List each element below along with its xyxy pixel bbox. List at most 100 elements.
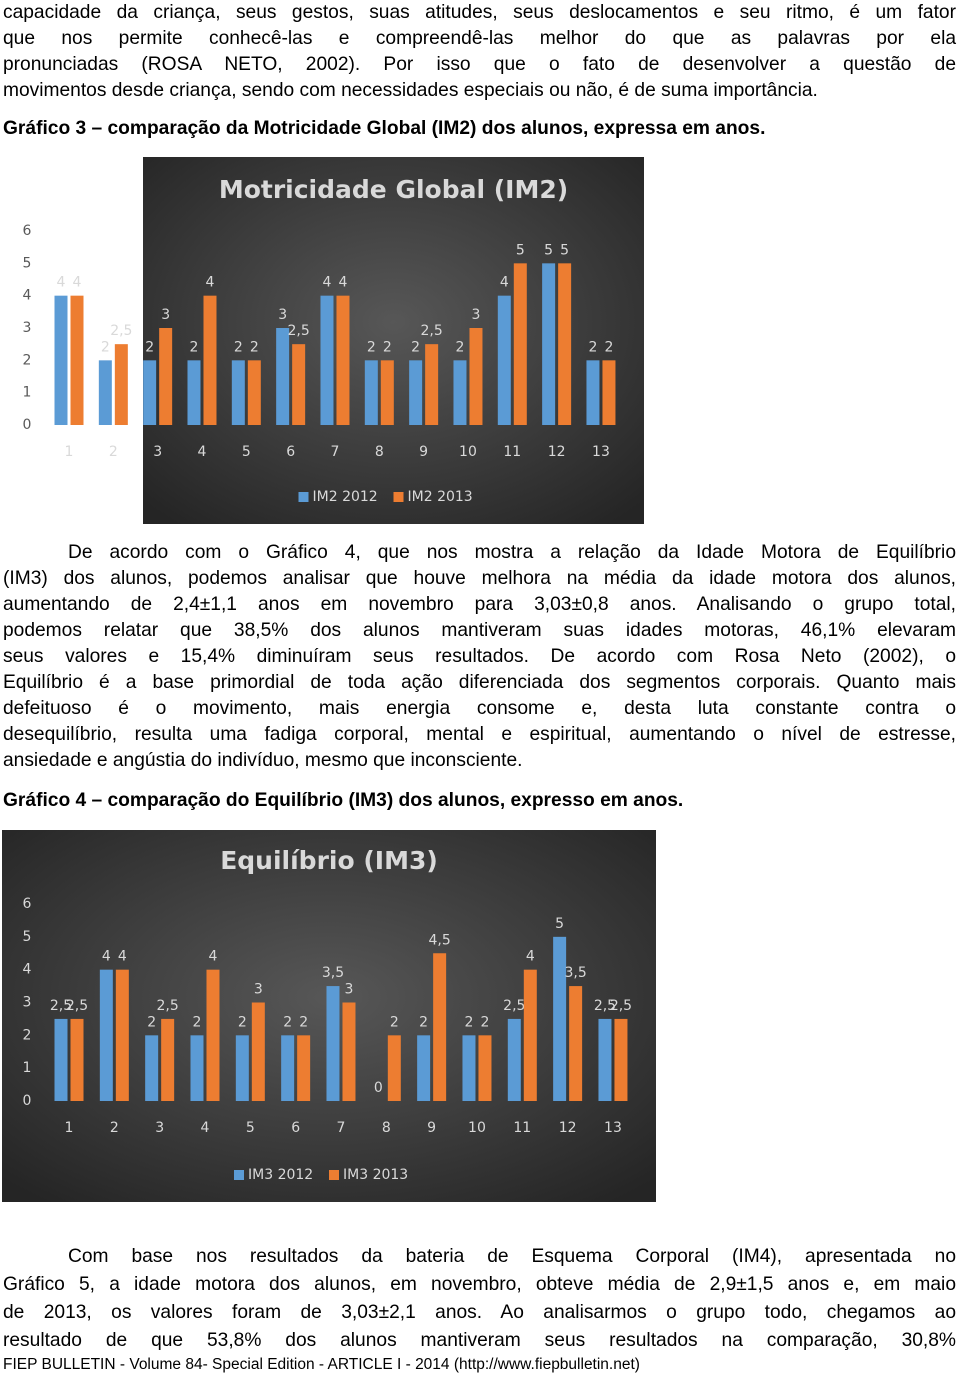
bar xyxy=(161,1018,175,1101)
value-label: 4 xyxy=(57,275,66,291)
text-line: Equilíbrio é a base primordial de toda a… xyxy=(3,672,956,693)
x-tick-label: 1 xyxy=(65,444,74,460)
value-label: 2 xyxy=(145,339,154,355)
caption: Gráfico 3 – comparação da Motricidade Gl… xyxy=(3,118,766,139)
x-tick-label: 5 xyxy=(242,444,251,460)
value-label: 4 xyxy=(73,275,82,291)
text-line: resultado de que 53,8% dos alunos mantiv… xyxy=(3,1330,956,1351)
x-tick-label: 10 xyxy=(459,444,477,460)
text-line: (IM3) dos alunos, podemos analisar que h… xyxy=(3,568,956,589)
bar xyxy=(602,360,616,425)
value-label: 2 xyxy=(383,339,392,355)
x-tick-label: 4 xyxy=(198,444,207,460)
text-line: Gráfico 5, a idade motora dos alunos, em… xyxy=(3,1274,956,1295)
text-line: Com base nos resultados da bateria de Es… xyxy=(68,1246,956,1267)
text-line: seus valores e 15,4% diminuíram seus res… xyxy=(3,646,956,667)
x-tick-label: 13 xyxy=(604,1120,622,1136)
value-label: 2,5 xyxy=(66,998,88,1014)
y-tick-label: 1 xyxy=(23,1060,32,1076)
chart-title: Motricidade Global (IM2) xyxy=(219,175,568,204)
value-label: 4 xyxy=(500,275,509,291)
bar xyxy=(523,969,537,1101)
bar xyxy=(342,1002,356,1101)
bar xyxy=(143,360,157,425)
value-label: 3 xyxy=(278,307,287,323)
bar xyxy=(364,360,378,425)
value-label: 2 xyxy=(234,339,243,355)
bar xyxy=(235,1035,249,1101)
legend-swatch xyxy=(329,1170,339,1180)
bar xyxy=(187,360,201,425)
bar xyxy=(99,969,113,1101)
text-line: de 2013, os valores foram de 3,03±2,1 an… xyxy=(3,1302,956,1323)
x-tick-label: 9 xyxy=(419,444,428,460)
value-label: 2 xyxy=(390,1014,399,1030)
y-tick-label: 0 xyxy=(23,417,32,433)
value-label: 2 xyxy=(481,1014,490,1030)
bar xyxy=(98,360,112,425)
bar xyxy=(425,344,439,425)
y-tick-label: 5 xyxy=(23,929,32,945)
value-label: 2 xyxy=(456,339,465,355)
text-line: pronunciadas (ROSA NETO, 2002). Por isso… xyxy=(3,54,956,75)
value-label: 2,5 xyxy=(110,323,132,339)
value-label: 2 xyxy=(419,1014,428,1030)
y-tick-label: 4 xyxy=(23,288,32,304)
value-label: 2 xyxy=(367,339,376,355)
y-tick-label: 4 xyxy=(23,962,32,978)
value-label: 4 xyxy=(339,275,348,291)
x-tick-label: 9 xyxy=(427,1120,436,1136)
footer: FIEP BULLETIN - Volume 84- Special Editi… xyxy=(3,1356,640,1373)
bar xyxy=(542,263,556,425)
paragraph: Com base nos resultados da bateria de Es… xyxy=(3,1243,956,1355)
x-tick-label: 11 xyxy=(503,444,521,460)
text-line: De acordo com o Gráfico 4, que nos mostr… xyxy=(68,542,956,563)
value-label: 5 xyxy=(555,916,564,932)
x-tick-label: 3 xyxy=(153,444,162,460)
value-label: 5 xyxy=(516,242,525,258)
bar xyxy=(462,1035,476,1101)
bar xyxy=(247,360,261,425)
value-label: 2,5 xyxy=(157,998,179,1014)
x-tick-label: 4 xyxy=(201,1120,210,1136)
text-line: podemos relatar que 38,5% dos alunos man… xyxy=(3,620,956,641)
y-tick-label: 6 xyxy=(23,896,32,912)
y-tick-label: 6 xyxy=(23,223,32,239)
bar xyxy=(513,263,527,425)
value-label: 4 xyxy=(102,949,111,965)
value-label: 2 xyxy=(193,1014,202,1030)
legend-swatch xyxy=(234,1170,244,1180)
value-label: 5 xyxy=(544,242,553,258)
value-label: 2 xyxy=(299,1014,308,1030)
value-label: 2 xyxy=(238,1014,247,1030)
bar xyxy=(115,969,129,1101)
x-tick-label: 1 xyxy=(65,1120,74,1136)
y-tick-label: 3 xyxy=(23,995,32,1011)
value-label: 3 xyxy=(254,982,263,998)
value-label: 3,5 xyxy=(322,965,344,981)
bar xyxy=(469,328,483,425)
y-tick-label: 0 xyxy=(23,1093,32,1109)
value-label: 2 xyxy=(411,339,420,355)
y-tick-label: 2 xyxy=(23,1027,32,1043)
value-label: 2,5 xyxy=(421,323,443,339)
bar xyxy=(409,360,423,425)
value-label: 3 xyxy=(472,307,481,323)
bar xyxy=(326,986,340,1101)
value-label: 4 xyxy=(206,275,215,291)
x-tick-label: 12 xyxy=(559,1120,577,1136)
text-line: que nos permite conhecê-las e compreendê… xyxy=(3,28,956,49)
bar xyxy=(453,360,467,425)
x-tick-label: 2 xyxy=(109,444,118,460)
bar xyxy=(387,1035,401,1101)
value-label: 2,5 xyxy=(50,998,72,1014)
bar xyxy=(203,295,217,425)
chart-title: Equilíbrio (IM3) xyxy=(220,846,438,875)
bar xyxy=(614,1018,628,1101)
value-label: 2,5 xyxy=(503,998,525,1014)
bar xyxy=(380,360,394,425)
bar xyxy=(145,1035,159,1101)
bar xyxy=(497,295,511,425)
x-tick-label: 8 xyxy=(375,444,384,460)
